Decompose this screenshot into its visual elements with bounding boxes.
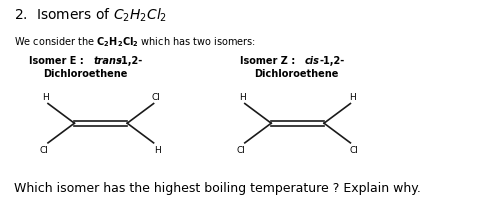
Text: Cl: Cl xyxy=(152,93,160,102)
Text: H: H xyxy=(349,93,356,102)
Text: -1,2-: -1,2- xyxy=(118,56,143,66)
Text: 2.  Isomers of $C_2H_2Cl_2$: 2. Isomers of $C_2H_2Cl_2$ xyxy=(14,6,168,23)
Text: Isomer Z :: Isomer Z : xyxy=(240,56,299,66)
Text: cis: cis xyxy=(305,56,320,66)
Text: Cl: Cl xyxy=(350,146,359,154)
Text: Dichloroethene: Dichloroethene xyxy=(254,69,339,79)
Text: trans: trans xyxy=(94,56,122,66)
Text: H: H xyxy=(154,146,161,154)
Text: Isomer E :: Isomer E : xyxy=(29,56,87,66)
Text: We consider the $\mathbf{C_2H_2Cl_2}$ which has two isomers:: We consider the $\mathbf{C_2H_2Cl_2}$ wh… xyxy=(14,35,256,49)
Text: Which isomer has the highest boiling temperature ? Explain why.: Which isomer has the highest boiling tem… xyxy=(14,181,421,194)
Text: H: H xyxy=(42,93,49,102)
Text: Cl: Cl xyxy=(40,146,48,154)
Text: Dichloroethene: Dichloroethene xyxy=(43,69,128,79)
Text: Cl: Cl xyxy=(237,146,245,154)
Text: H: H xyxy=(239,93,246,102)
Text: -1,2-: -1,2- xyxy=(319,56,345,66)
